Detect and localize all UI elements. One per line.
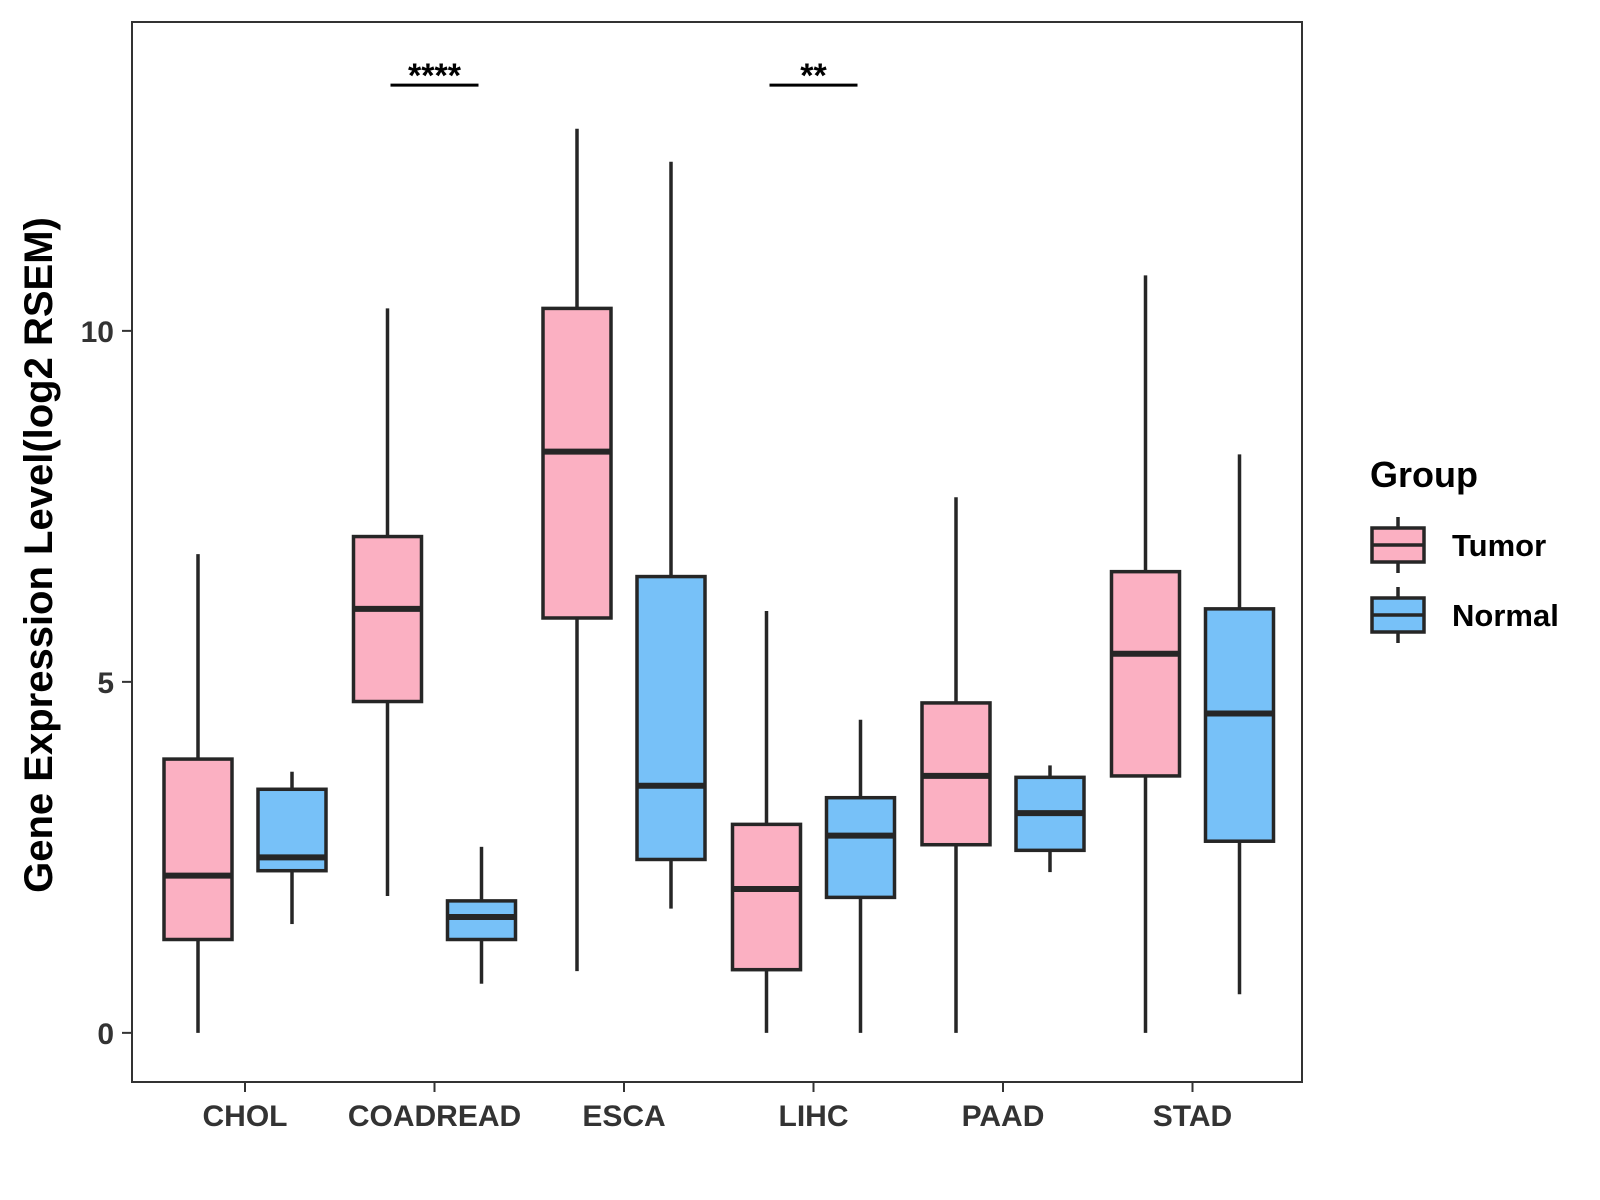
box-body [730,822,803,972]
y-axis: 0 5 10 [81,316,132,1051]
significance-label: ** [800,57,827,95]
y-axis-title: Gene Expression Level(log2 RSEM) [17,217,61,893]
box-body [541,306,613,620]
x-tick-label-stad: STAD [1153,1100,1232,1133]
box-body [351,534,424,704]
boxplots [162,128,1276,1033]
box-coadread-normal [445,846,518,984]
legend-title: Group [1370,454,1478,495]
box-stad-normal [1203,454,1276,995]
box-coadread-tumor [351,308,424,896]
significance-coadread: **** [390,57,479,95]
box-body [445,899,518,942]
x-axis: CHOL COADREAD ESCA LIHC PAAD STAD [203,1082,1232,1133]
box-paad-tumor [920,497,992,1033]
x-tick-label-chol: CHOL [203,1100,288,1133]
box-lihc-tumor [730,610,803,1033]
x-tick-label-coadread: COADREAD [348,1100,521,1133]
box-chol-tumor [162,554,234,1033]
x-tick-label-esca: ESCA [582,1100,665,1133]
box-body [824,795,897,900]
plot-panel [131,21,1303,1083]
y-tick-label-5: 5 [97,667,114,700]
significance-annotations: **** ** [390,57,858,95]
y-tick-label-10: 10 [81,316,114,349]
box-esca-tumor [541,128,613,972]
significance-lihc: ** [769,57,858,95]
box-paad-normal [1014,765,1086,873]
x-tick-label-lihc: LIHC [779,1100,849,1133]
significance-label: **** [408,57,462,95]
box-lihc-normal [824,719,897,1033]
legend-item-tumor: Tumor [1370,517,1546,573]
legend-label-normal: Normal [1452,598,1559,633]
box-stad-tumor [1109,275,1182,1033]
y-tick-label-0: 0 [97,1018,114,1051]
box-esca-normal [635,161,707,909]
box-body [162,757,234,942]
box-body [635,574,707,862]
legend: Group Tumor Normal [1370,454,1559,643]
box-chol-normal [256,771,328,925]
box-body [1203,607,1276,843]
box-body [1109,569,1182,778]
legend-item-normal: Normal [1370,587,1559,643]
x-tick-label-paad: PAAD [962,1100,1045,1133]
legend-label-tumor: Tumor [1452,528,1546,563]
